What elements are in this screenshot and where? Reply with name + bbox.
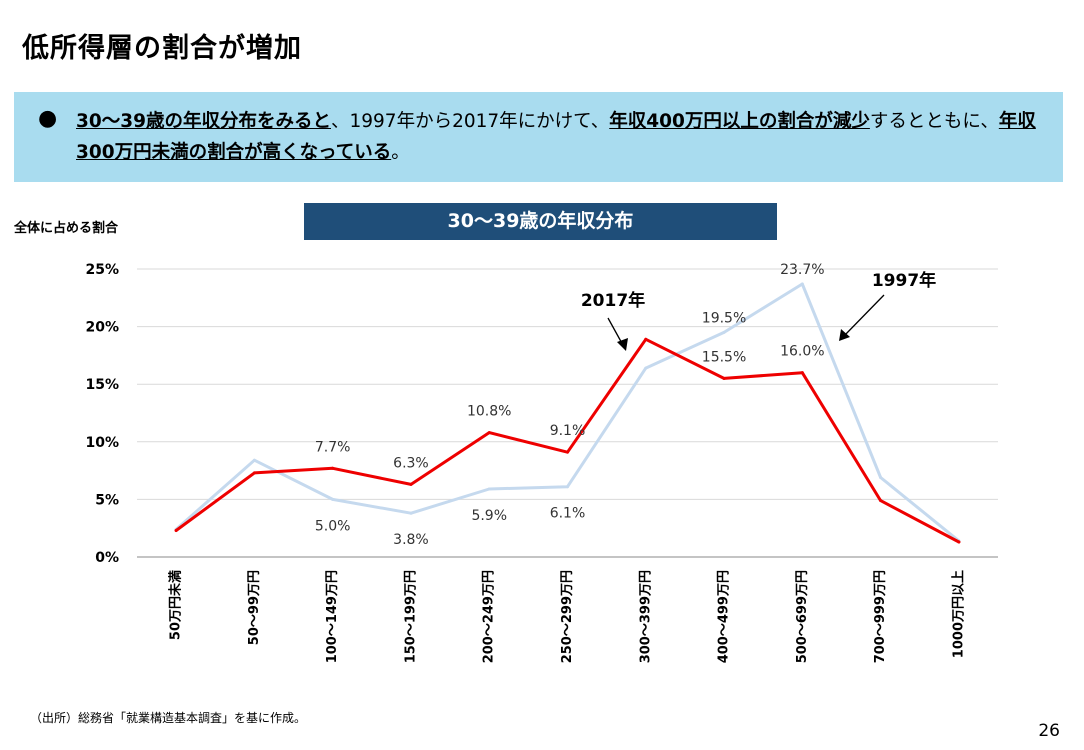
- data-label-2017: 7.7%: [315, 439, 351, 455]
- summary-plain-1: 、1997年から2017年にかけて、: [331, 111, 610, 132]
- page-number: 26: [1038, 721, 1060, 741]
- data-label-1997: 19.5%: [702, 310, 746, 326]
- data-label-1997: 6.1%: [550, 506, 586, 522]
- chart-title: 30～39歳の年収分布: [304, 203, 777, 240]
- data-label-1997: 3.8%: [393, 532, 429, 548]
- data-point: [331, 466, 335, 470]
- data-point: [800, 371, 804, 375]
- data-point: [409, 482, 413, 486]
- y-tick-label: 15%: [85, 377, 119, 393]
- y-tick-label: 5%: [95, 492, 119, 508]
- x-tick-label: 400～499万円: [717, 570, 732, 663]
- data-point: [566, 450, 569, 454]
- data-label-2017: 6.3%: [393, 455, 429, 471]
- data-label-2017: 10.8%: [467, 404, 511, 420]
- data-label-2017: 15.5%: [702, 349, 746, 365]
- x-tick-label: 1000万円以上: [951, 570, 966, 658]
- data-point: [331, 497, 335, 501]
- data-point: [409, 511, 413, 515]
- x-tick-label: 300～399万円: [638, 570, 653, 663]
- data-label-2017: 16.0%: [780, 344, 824, 360]
- summary-plain-2: するとともに、: [869, 111, 999, 132]
- callout-line-1997: [842, 294, 885, 338]
- data-point: [252, 458, 256, 462]
- callout-arrowhead-1997: [839, 329, 850, 341]
- x-tick-label: 700～999万円: [873, 570, 888, 663]
- y-axis-title: 全体に占める割合: [14, 221, 119, 236]
- y-tick-label: 0%: [95, 550, 119, 566]
- data-point: [722, 330, 726, 334]
- y-tick-label: 10%: [85, 435, 119, 451]
- summary-text: 30～39歳の年収分布をみると、1997年から2017年にかけて、年収400万円…: [76, 106, 1036, 168]
- data-label-1997: 5.9%: [471, 508, 507, 524]
- data-point: [566, 485, 569, 489]
- summary-emphasis-3: 年収300万円未満の割合が高くなっている: [76, 111, 1036, 163]
- data-point: [879, 476, 883, 480]
- y-tick-label: 25%: [85, 262, 119, 278]
- summary-plain-3: 。: [391, 142, 410, 163]
- data-point: [252, 471, 256, 475]
- data-point: [722, 376, 726, 380]
- data-label-1997: 5.0%: [315, 518, 351, 534]
- x-tick-label: 250～299万円: [560, 570, 575, 663]
- data-point: [957, 540, 961, 544]
- x-tick-label: 50～99万円: [247, 570, 262, 645]
- bullet-icon: ●: [38, 106, 58, 131]
- series-label-2017: 2017年: [581, 290, 645, 311]
- summary-emphasis-2: 年収400万円以上の割合が減少: [609, 111, 870, 132]
- data-point: [644, 337, 648, 341]
- x-tick-label: 100～149万円: [325, 570, 340, 663]
- x-tick-label: 500～699万円: [795, 570, 810, 663]
- data-point: [800, 282, 804, 286]
- summary-emphasis-1: 30～39歳の年収分布をみると: [76, 111, 331, 132]
- source-note: （出所）総務省「就業構造基本調査」を基に作成。: [30, 711, 307, 725]
- y-tick-label: 20%: [85, 320, 119, 336]
- x-tick-label: 200～249万円: [482, 570, 497, 663]
- callout-arrowhead-2017: [617, 338, 628, 351]
- data-label-1997: 23.7%: [780, 262, 824, 278]
- series-line-1997: [174, 282, 961, 543]
- data-point: [487, 487, 491, 491]
- data-point: [174, 529, 178, 533]
- data-point: [644, 366, 648, 370]
- data-point: [487, 431, 491, 435]
- data-point: [879, 499, 883, 503]
- summary-box: ● 30～39歳の年収分布をみると、1997年から2017年にかけて、年収400…: [14, 92, 1063, 182]
- x-tick-label: 150～199万円: [403, 570, 418, 663]
- x-tick-label: 50万円未満: [168, 570, 184, 640]
- series-label-1997: 1997年: [872, 270, 936, 291]
- data-label-2017: 9.1%: [550, 423, 586, 439]
- page-title: 低所得層の割合が増加: [22, 33, 302, 64]
